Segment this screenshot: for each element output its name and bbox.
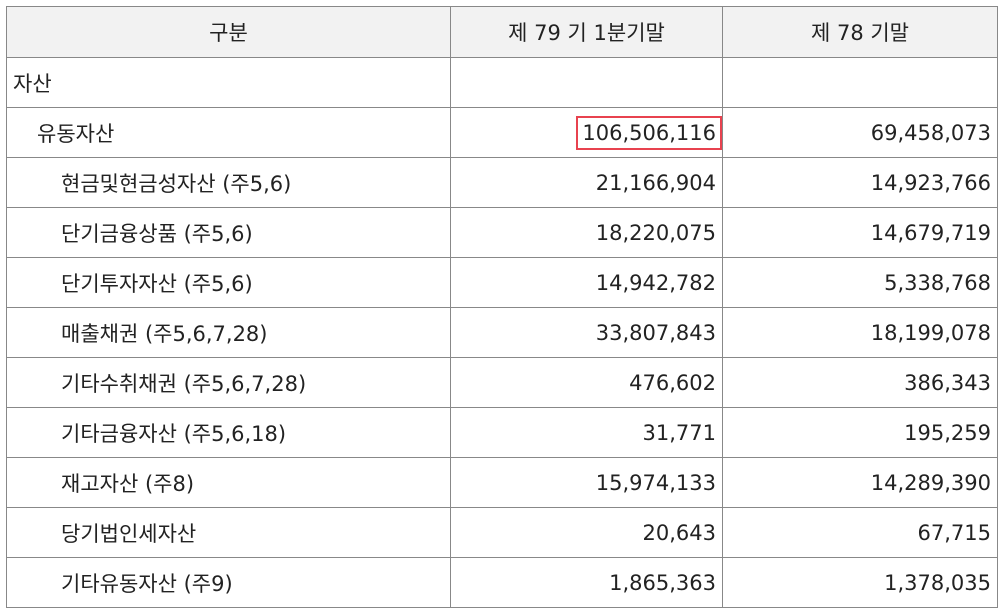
table-row: 자산 [6,57,998,108]
table-body: 자산 유동자산 106,506,116 69,458,073 현금및현금성자산 (주5,… [6,57,998,608]
value-cell: 1,378,035 [722,557,998,608]
header-cell: 구분 [6,6,451,58]
value-cell: 15,974,133 [450,457,723,508]
value-cell: 31,771 [450,407,723,458]
table-row: 재고자산 (주8) 15,974,133 14,289,390 [6,457,998,508]
value-cell: 69,458,073 [722,107,998,158]
value-cell: 14,679,719 [722,207,998,258]
value-cell: 476,602 [450,357,723,408]
value-cell: 5,338,768 [722,257,998,308]
value-cell: 33,807,843 [450,307,723,358]
table-row: 매출채권 (주5,6,7,28) 33,807,843 18,199,078 [6,307,998,358]
row-label: 단기금융상품 (주5,6) [6,207,451,258]
value-cell: 14,289,390 [722,457,998,508]
table-row: 현금및현금성자산 (주5,6) 21,166,904 14,923,766 [6,157,998,208]
header-row: 구분 제 79 기 1분기말 제 78 기말 [6,6,998,58]
row-label: 유동자산 [6,107,451,158]
table-row: 기타유동자산 (주9) 1,865,363 1,378,035 [6,557,998,608]
value-cell: 386,343 [722,357,998,408]
header-cell: 제 78 기말 [722,6,998,58]
table-row: 기타수취채권 (주5,6,7,28) 476,602 386,343 [6,357,998,408]
row-label: 재고자산 (주8) [6,457,451,508]
row-label: 단기투자자산 (주5,6) [6,257,451,308]
value-cell: 18,220,075 [450,207,723,258]
row-label: 현금및현금성자산 (주5,6) [6,157,451,208]
row-label: 기타금융자산 (주5,6,18) [6,407,451,458]
row-label: 매출채권 (주5,6,7,28) [6,307,451,358]
value-cell: 1,865,363 [450,557,723,608]
table-row: 유동자산 106,506,116 69,458,073 [6,107,998,158]
header-cell: 제 79 기 1분기말 [450,6,723,58]
value-cell: 67,715 [722,507,998,558]
value-cell: 21,166,904 [450,157,723,208]
row-label: 기타수취채권 (주5,6,7,28) [6,357,451,408]
value-cell: 106,506,116 [450,107,723,158]
highlight-box: 106,506,116 [576,115,722,150]
row-label: 당기법인세자산 [6,507,451,558]
value-cell [722,57,998,108]
table-row: 단기투자자산 (주5,6) 14,942,782 5,338,768 [6,257,998,308]
table-row: 기타금융자산 (주5,6,18) 31,771 195,259 [6,407,998,458]
row-label: 자산 [6,57,451,108]
row-label: 기타유동자산 (주9) [6,557,451,608]
value-cell: 20,643 [450,507,723,558]
value-cell: 14,923,766 [722,157,998,208]
table-row: 단기금융상품 (주5,6) 18,220,075 14,679,719 [6,207,998,258]
value-cell [450,57,723,108]
value-cell: 18,199,078 [722,307,998,358]
table-row: 당기법인세자산 20,643 67,715 [6,507,998,558]
value-cell: 14,942,782 [450,257,723,308]
value-cell: 195,259 [722,407,998,458]
balance-table: 구분 제 79 기 1분기말 제 78 기말 자산 유동자산 106,506,116… [6,6,998,608]
